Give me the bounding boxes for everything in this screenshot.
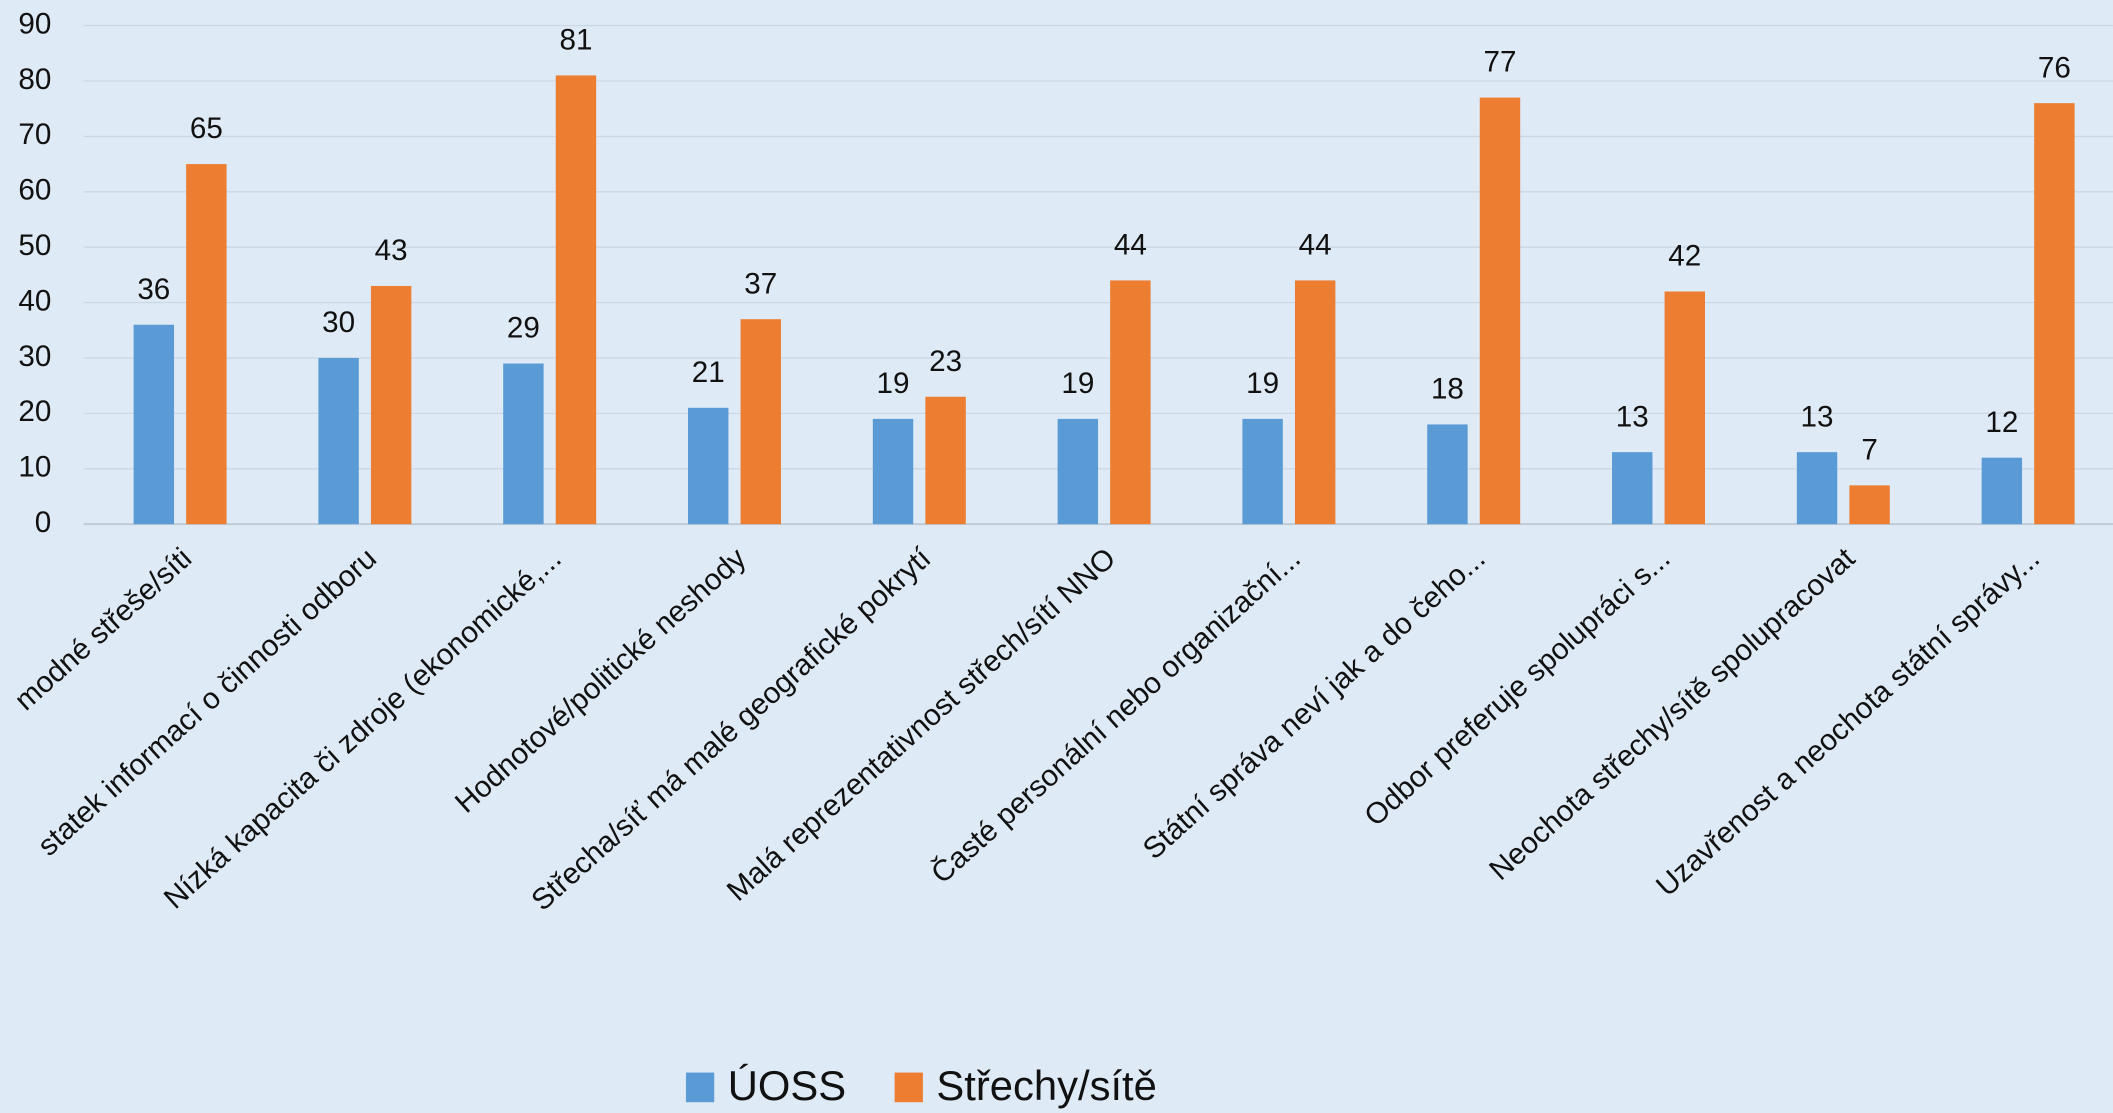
bar [872,418,914,525]
bar [1849,485,1890,525]
data-label: 18 [1431,373,1464,406]
data-label: 29 [507,312,540,345]
bar [1612,452,1653,525]
y-tick-label: 40 [18,284,51,317]
legend-label: Střechy/sítě [936,1062,1157,1109]
x-tick-label: Střecha/síť má malé geografické pokrytí [525,541,938,917]
data-label: 30 [322,306,355,339]
x-tick-label: Hodnotové/politické neshody [449,542,753,820]
bar [740,319,781,525]
x-tick-label: Uzavřenost a neochota státní správy... [1650,542,2046,903]
data-label: 13 [1801,400,1834,433]
bar [555,75,597,525]
data-label: 42 [1668,240,1701,273]
data-label: 13 [1616,400,1649,433]
legend-swatch [685,1072,715,1103]
data-label: 37 [744,267,777,300]
y-tick-label: 70 [18,118,51,151]
bar [503,363,544,525]
x-tick-label: Státní správa neví jak a do čeho... [1137,542,1492,866]
bar [1664,291,1705,525]
data-label: 77 [1484,46,1517,79]
x-tick-label: Neochota střechy/sítě spolupracovat [1483,541,1862,887]
bar [1796,452,1838,525]
data-label: 44 [1114,229,1147,262]
bar [1294,280,1336,525]
bar [1110,280,1151,525]
legend-label: ÚOSS [728,1062,846,1109]
data-label: 21 [692,356,725,389]
data-label: 43 [375,234,408,267]
data-label: 81 [559,24,592,57]
bar [1242,418,1283,525]
bar [2034,103,2075,525]
data-label: 19 [1246,367,1279,400]
data-label: 44 [1299,229,1332,262]
x-tick-label: Časté personální nebo organizační... [924,541,1307,890]
bar [1479,97,1521,525]
bar [1057,418,1099,525]
bar [186,164,227,525]
data-label: 19 [877,367,910,400]
bar [370,285,412,525]
data-label: 23 [929,345,962,378]
x-tick-label: modné střeše/síti [8,542,198,717]
y-tick-label: 30 [18,340,51,373]
y-tick-label: 0 [35,506,51,539]
bar [1427,424,1468,525]
y-tick-label: 10 [18,451,51,484]
y-tick-label: 90 [18,7,51,40]
y-tick-label: 80 [18,63,51,96]
bar [1981,457,2023,525]
y-tick-label: 50 [18,229,51,262]
bar [133,324,175,525]
data-label: 7 [1861,434,1877,467]
x-tick-label: statek informací o činnosti odboru [32,542,383,863]
bar [318,357,359,525]
y-tick-label: 20 [18,395,51,428]
bar [925,396,966,525]
data-label: 65 [190,112,223,145]
bar [688,407,729,525]
x-tick-label: Odbor preferuje spolupráci s... [1358,542,1676,833]
legend-swatch [894,1072,923,1103]
data-label: 76 [2038,51,2071,84]
y-tick-label: 60 [18,174,51,207]
data-label: 36 [137,273,170,306]
data-label: 12 [1985,406,2018,439]
x-tick-label: Malá reprezentativnost střech/sítí NNO [721,542,1122,908]
x-tick-label: Nízká kapacita či zdroje (ekonomické,... [158,542,568,916]
data-label: 19 [1061,367,1094,400]
